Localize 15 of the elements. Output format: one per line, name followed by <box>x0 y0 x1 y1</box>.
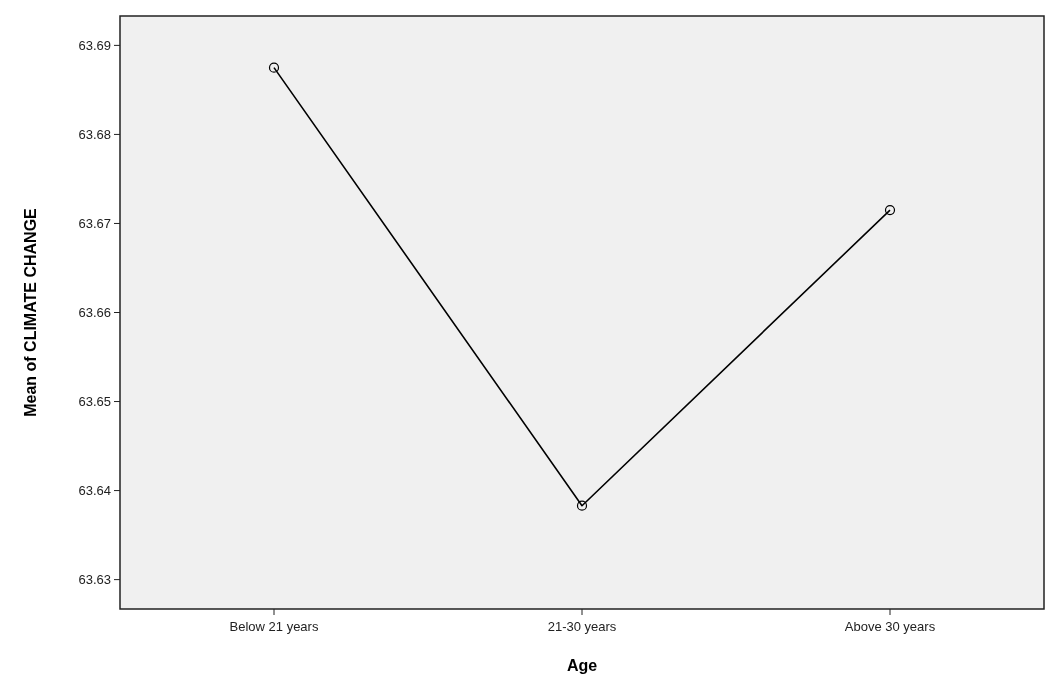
y-tick-label: 63.67 <box>78 216 111 232</box>
x-axis-title: Age <box>566 657 598 674</box>
point <box>884 205 896 216</box>
y-tick-label: 63.68 <box>78 126 111 142</box>
y-tick-label: 63.69 <box>78 37 111 53</box>
y-tick-label: 63.65 <box>78 394 111 410</box>
x-tick-label: 21-30 years <box>547 619 617 634</box>
point <box>268 62 280 73</box>
x-tick-label: Below 21 years <box>229 619 319 634</box>
point <box>576 500 588 511</box>
y-tick-label: 63.66 <box>78 305 111 321</box>
y-axis-title: Mean of CLIMATE CHANGE <box>22 207 39 417</box>
y-tick-label: 63.64 <box>78 483 111 499</box>
y-tick-label: 63.63 <box>78 572 111 588</box>
x-tick-label: Above 30 years <box>844 619 936 634</box>
